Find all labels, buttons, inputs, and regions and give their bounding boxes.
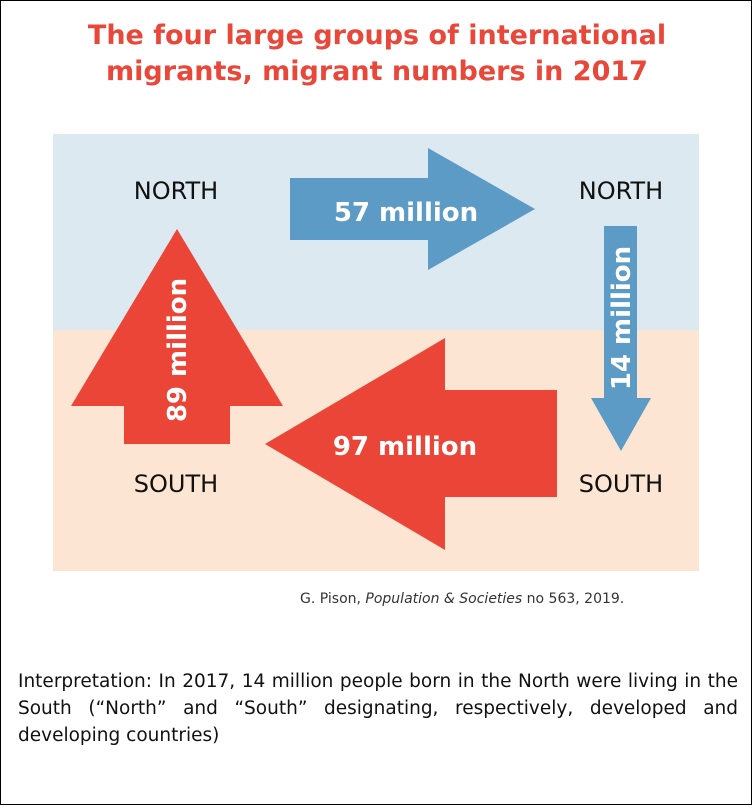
title-line-1: The four large groups of international [87,20,667,51]
label-south-to-north: 89 million [163,278,193,422]
arrow-south-to-south [265,338,557,550]
arrow-north-to-north [290,148,535,270]
title-line-2: migrants, migrant numbers in 2017 [106,56,648,87]
label-north-left: NORTH [134,177,218,205]
label-south-left: SOUTH [134,470,218,498]
label-north-to-north: 57 million [334,198,478,228]
label-south-to-south: 97 million [333,432,477,462]
label-north-right: NORTH [579,177,663,205]
source-author: G. Pison, [300,591,366,607]
arrow-north-to-south [591,226,651,451]
source-publication: Population & Societies [365,591,523,607]
source-details: no 563, 2019. [522,591,625,607]
source-citation: G. Pison, Population & Societies no 563,… [300,591,730,607]
arrow-south-to-north [71,229,283,444]
label-south-right: SOUTH [579,470,663,498]
interpretation-text: Interpretation: In 2017, 14 million peop… [18,671,738,746]
figure-title: The four large groups of international m… [0,18,754,90]
label-north-to-south: 14 million [607,246,637,390]
